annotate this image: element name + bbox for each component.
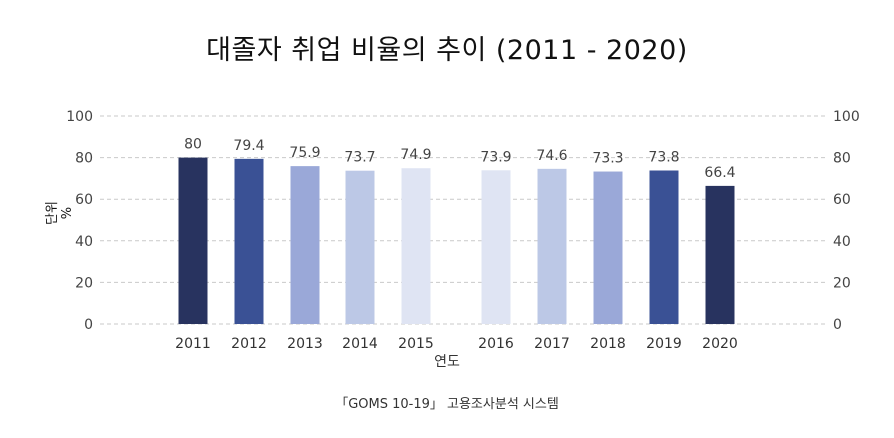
value-label-2017: 74.6: [536, 148, 567, 164]
left-y-tick-label: 40: [75, 234, 93, 250]
right-y-tick-label: 100: [833, 109, 860, 125]
bar-2016: [481, 170, 511, 324]
left-y-tick-label: 0: [84, 317, 93, 333]
value-label-2020: 66.4: [704, 165, 735, 181]
x-tick-label-2013: 2013: [287, 336, 323, 352]
value-label-2011: 80: [184, 137, 202, 153]
chart-title: 대졸자 취업 비율의 추이 (2011 - 2020): [206, 35, 688, 66]
x-tick-label-2011: 2011: [175, 336, 211, 352]
x-tick-label-2018: 2018: [590, 336, 626, 352]
value-label-2015: 74.9: [400, 147, 431, 163]
bar-2011: [178, 157, 208, 324]
left-y-tick-label: 20: [75, 275, 93, 291]
x-tick-label-2014: 2014: [342, 336, 378, 352]
x-tick-label-2015: 2015: [398, 336, 434, 352]
value-label-2014: 73.7: [344, 150, 375, 166]
value-label-2018: 73.3: [592, 151, 623, 167]
x-axis-label: 연도: [434, 354, 460, 370]
right-y-tick-label: 60: [833, 192, 851, 208]
bar-2012: [234, 158, 264, 324]
bar-2017: [537, 168, 567, 324]
x-axis-ticks: 2011 2012 2013 2014 2015 2016 2017 2018 2019 2020: [175, 336, 738, 352]
bar-2018: [593, 171, 623, 324]
bar-2014: [345, 170, 375, 324]
bar-2020: [705, 185, 735, 324]
bar-2015: [401, 168, 431, 324]
bar-2013: [290, 166, 320, 324]
bars: [178, 157, 735, 324]
value-label-2016: 73.9: [480, 149, 511, 165]
gridlines: [100, 115, 826, 325]
x-tick-label-2017: 2017: [534, 336, 570, 352]
left-y-tick-label: 100: [66, 109, 93, 125]
left-y-tick-label: 60: [75, 192, 93, 208]
value-label-2013: 75.9: [289, 145, 320, 161]
bar-2019: [649, 170, 679, 324]
source-note: 「GOMS 10-19」 고용조사분석 시스템: [335, 397, 559, 412]
right-y-tick-label: 80: [833, 151, 851, 167]
x-tick-label-2016: 2016: [478, 336, 514, 352]
x-tick-label-2020: 2020: [702, 336, 738, 352]
left-y-tick-label: 80: [75, 151, 93, 167]
value-label-2019: 73.8: [648, 149, 679, 165]
right-y-tick-label: 0: [833, 317, 842, 333]
x-tick-label-2012: 2012: [231, 336, 267, 352]
right-y-tick-label: 40: [833, 234, 851, 250]
value-label-2012: 79.4: [233, 138, 264, 154]
right-y-tick-label: 20: [833, 275, 851, 291]
y-axis-label: 단위 %: [45, 201, 75, 225]
right-y-axis-ticks: 0 20 40 60 80 100: [833, 109, 860, 333]
left-y-axis-ticks: 0 20 40 60 80 100: [66, 109, 93, 333]
value-labels: 80 79.4 75.9 73.7 74.9 73.9 74.6 73.3 73.8 66.4: [184, 137, 736, 181]
x-tick-label-2019: 2019: [646, 336, 682, 352]
